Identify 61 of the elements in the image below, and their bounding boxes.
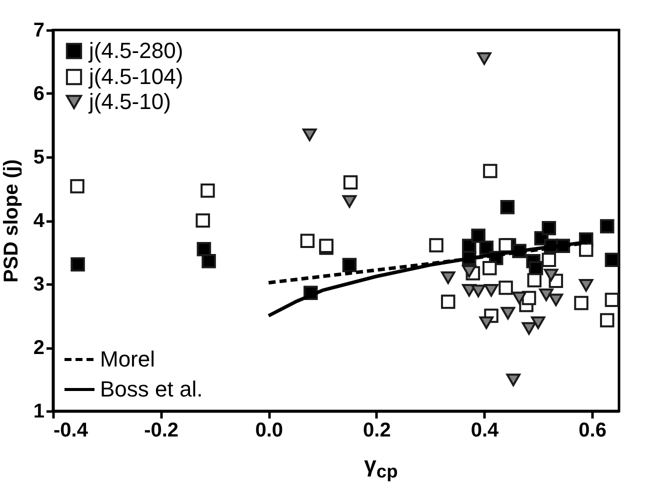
point	[578, 242, 594, 257]
point	[441, 294, 456, 309]
point	[500, 200, 515, 214]
point	[202, 254, 216, 268]
point	[484, 284, 498, 297]
x-tick-label: 0.4	[470, 420, 500, 442]
y-tick-label: 3	[33, 274, 44, 296]
x-axis-title: γ$_{cp}$	[363, 452, 399, 482]
point	[479, 316, 494, 330]
point	[578, 278, 594, 292]
y-tick-label: 4	[33, 210, 46, 232]
legend-label: Boss et al.	[100, 376, 203, 402]
point	[548, 294, 564, 306]
x-tick-label: 0.0	[255, 420, 284, 442]
y-tick-label: 2	[33, 337, 44, 359]
point	[574, 296, 588, 310]
x-tick-label: -0.2	[144, 420, 179, 442]
point	[471, 228, 486, 243]
legend-label: j(4.5-104)	[88, 64, 184, 89]
x-tick-label: 0.2	[363, 420, 391, 442]
y-axis-title: PSD slope (j)	[0, 159, 22, 283]
point	[604, 252, 620, 267]
point	[343, 175, 358, 190]
point	[522, 322, 536, 335]
y-tick-label: 7	[33, 20, 44, 42]
y-tick-label: 1	[33, 400, 44, 422]
y-tick-label: 6	[33, 83, 44, 105]
legend-label: j(4.5-10)	[88, 89, 171, 114]
x-tick-label: -0.4	[54, 420, 89, 442]
y-tick-label: 5	[33, 146, 44, 168]
point	[479, 240, 494, 255]
point	[200, 184, 215, 198]
point	[482, 261, 497, 276]
point	[539, 288, 554, 302]
point	[500, 306, 516, 320]
point	[483, 164, 498, 178]
point	[302, 128, 317, 142]
point	[542, 220, 556, 236]
point	[429, 238, 444, 252]
point	[196, 213, 210, 228]
point	[600, 313, 614, 328]
point	[477, 52, 492, 65]
point	[471, 284, 486, 298]
legend-label: j(4.5-280)	[88, 38, 184, 63]
x-tick-label: 0.6	[578, 420, 606, 442]
point	[300, 234, 315, 248]
point	[600, 219, 614, 234]
point	[506, 374, 520, 386]
legend-label: Morel	[100, 346, 156, 372]
point	[542, 252, 556, 267]
point	[512, 292, 526, 304]
point	[342, 195, 357, 208]
point	[462, 264, 476, 278]
point	[342, 258, 357, 272]
point	[70, 257, 85, 272]
point	[441, 271, 456, 284]
point	[531, 316, 546, 330]
point	[604, 292, 620, 307]
point	[544, 268, 558, 282]
point	[498, 280, 513, 295]
point	[70, 179, 84, 194]
